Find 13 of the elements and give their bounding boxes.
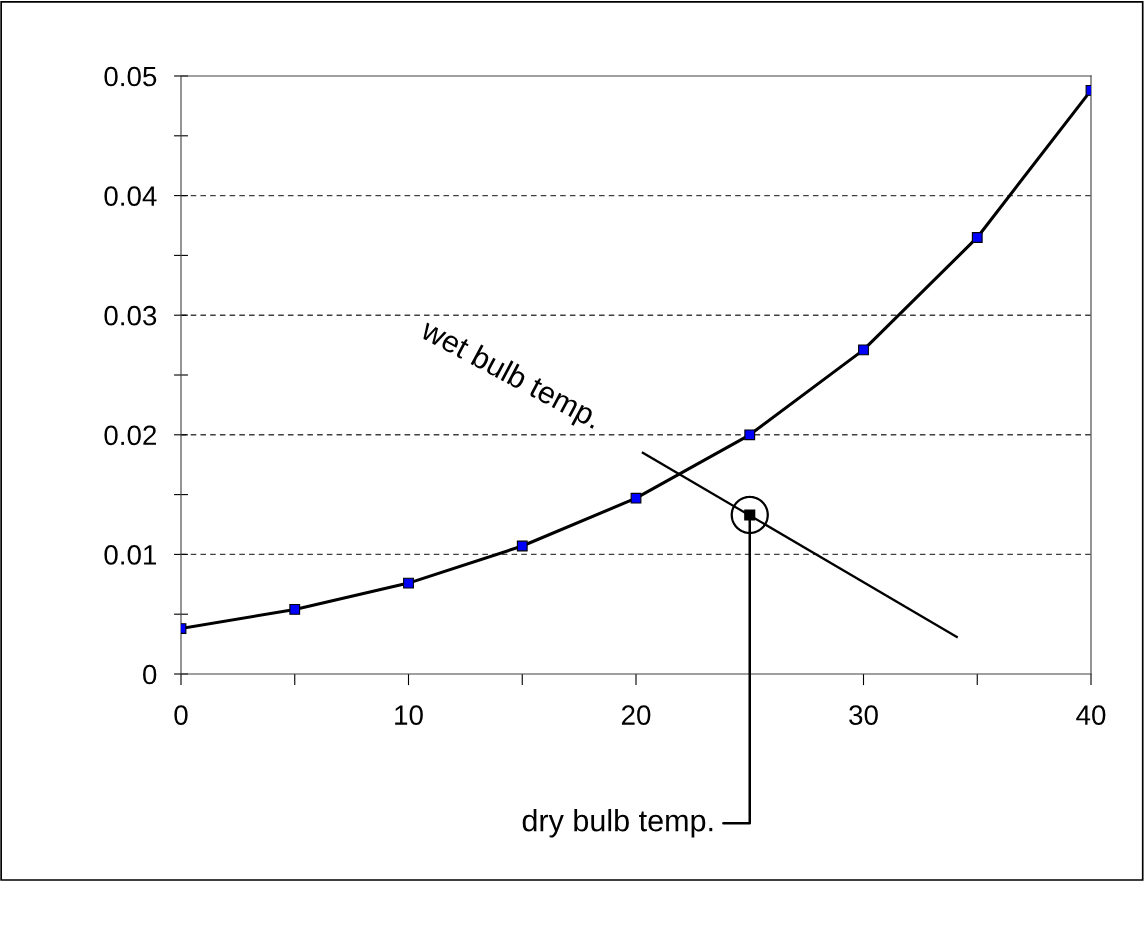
y-tick-label: 0.02 [104,425,156,446]
annotation: wet bulb temp. [416,317,603,435]
annotation: dry bulb temp. [522,809,713,838]
x-tick-label: 40 [1076,705,1106,725]
x-tick-label: 30 [849,705,878,725]
y-tick-label: 0.05 [104,66,157,87]
x-tick-label: 0 [174,705,188,725]
x-tick-label: 10 [395,705,423,725]
y-tick-label: 0.04 [104,186,157,206]
y-tick-label: 0.01 [104,545,157,565]
y-tick-label: 0.03 [104,305,157,326]
x-tick-label: 20 [621,705,651,725]
y-tick-label: 0 [143,664,157,685]
